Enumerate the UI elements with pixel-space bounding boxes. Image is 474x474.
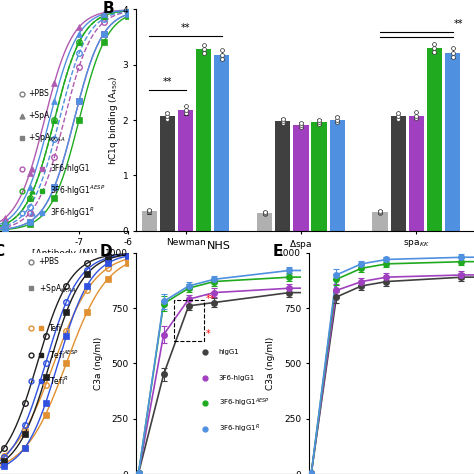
Text: C: C — [0, 244, 5, 259]
Text: +SpA$_{KKAA}$: +SpA$_{KKAA}$ — [38, 282, 76, 295]
Text: 3F6-hIgG1: 3F6-hIgG1 — [219, 375, 255, 381]
Text: 3F6-hIgG1$^R$: 3F6-hIgG1$^R$ — [50, 206, 95, 220]
Bar — [329, 119, 345, 231]
Y-axis label: C3a (ng/ml): C3a (ng/ml) — [266, 337, 275, 390]
Bar — [257, 213, 272, 231]
Text: E: E — [273, 244, 283, 259]
Bar — [178, 110, 193, 231]
Bar — [409, 116, 424, 231]
Text: +PBS: +PBS — [38, 257, 59, 266]
Text: +SpA$_{KKAA}$: +SpA$_{KKAA}$ — [28, 131, 65, 144]
Bar — [391, 116, 406, 231]
Text: 3F6-hIgG1$^R$: 3F6-hIgG1$^R$ — [219, 422, 260, 435]
Title: NHS: NHS — [207, 241, 230, 251]
Bar — [196, 49, 211, 231]
Bar — [427, 48, 442, 231]
Bar — [293, 125, 309, 231]
Text: 3F6-hIgG1: 3F6-hIgG1 — [50, 164, 90, 173]
Text: Tefi$^R$: Tefi$^R$ — [49, 375, 68, 387]
Text: 3F6-hIgG1$^{AESP}$: 3F6-hIgG1$^{AESP}$ — [50, 183, 105, 198]
Text: B: B — [102, 0, 114, 16]
Text: Tefi: Tefi — [49, 324, 62, 332]
Text: +SpA: +SpA — [28, 111, 49, 120]
Bar — [275, 121, 291, 231]
Text: **: ** — [163, 77, 172, 87]
Bar — [160, 116, 175, 231]
X-axis label: [Antibody (M)]: [Antibody (M)] — [32, 249, 97, 258]
Bar — [214, 55, 229, 231]
Text: 3F6-hIgG1$^{AESP}$: 3F6-hIgG1$^{AESP}$ — [219, 397, 270, 410]
Bar — [173, 301, 204, 341]
Text: **: ** — [181, 23, 190, 33]
Bar — [311, 122, 327, 231]
Bar — [445, 53, 460, 231]
Text: **: ** — [454, 19, 464, 29]
Text: hIgG1: hIgG1 — [219, 349, 239, 356]
Text: +PBS: +PBS — [28, 89, 49, 98]
Text: **: ** — [206, 294, 216, 304]
Y-axis label: C3a (ng/ml): C3a (ng/ml) — [94, 337, 103, 390]
Text: Tefi$^{AESP}$: Tefi$^{AESP}$ — [49, 348, 79, 361]
Bar — [142, 211, 157, 231]
Text: D: D — [100, 244, 112, 259]
Text: *: * — [206, 328, 211, 338]
Y-axis label: hC1q binding (A$_{450}$): hC1q binding (A$_{450}$) — [107, 75, 120, 165]
Bar — [373, 212, 388, 231]
